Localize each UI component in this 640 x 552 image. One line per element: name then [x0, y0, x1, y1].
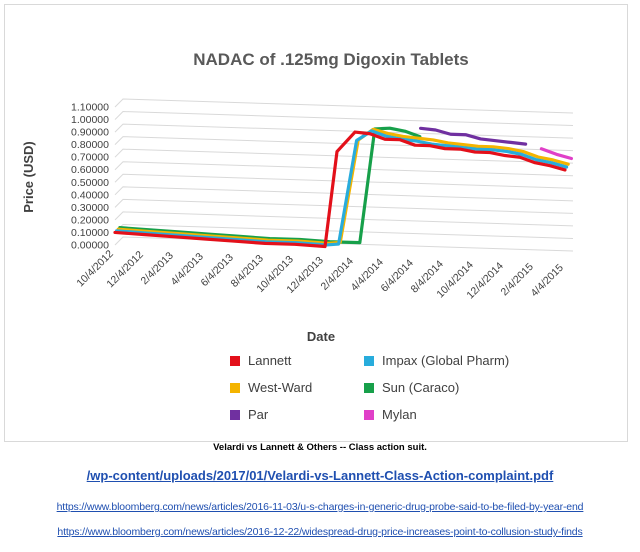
legend-swatch-par [230, 409, 240, 420]
y-tick-label: 0.40000 [71, 189, 109, 201]
y-tick-label: 1.00000 [71, 114, 109, 126]
legend-swatch-lannett [230, 355, 240, 366]
y-tick-label: 0.90000 [71, 127, 109, 139]
gridline [114, 236, 574, 252]
gridline [114, 98, 574, 114]
y-tick-label: 0.50000 [71, 177, 109, 189]
legend-swatch-impax [364, 355, 374, 366]
y-tick-label: 0.30000 [71, 202, 109, 214]
legend-item: Lannett [230, 352, 364, 369]
legend-item: Mylan [364, 406, 544, 423]
complaint-pdf-link[interactable]: /wp-content/uploads/2017/01/Velardi-vs-L… [86, 468, 554, 483]
legend: Lannett Impax (Global Pharm) West-Ward S… [230, 352, 550, 423]
legend-label: Impax (Global Pharm) [382, 353, 510, 368]
chart-title: NADAC of .125mg Digoxin Tablets [193, 50, 469, 69]
gridline [114, 173, 574, 189]
legend-label: Par [248, 407, 269, 422]
legend-item: West-Ward [230, 379, 364, 396]
bloomberg-link-1[interactable]: https://www.bloomberg.com/news/articles/… [56, 501, 584, 513]
x-axis-label: Date [307, 329, 335, 344]
legend-label: Sun (Caraco) [382, 380, 460, 395]
y-tick-label: 0.00000 [71, 240, 109, 252]
gridline [114, 123, 574, 139]
legend-item: Sun (Caraco) [364, 379, 544, 396]
x-tick-label: 4/4/2015 [529, 262, 566, 299]
legend-label: Lannett [248, 353, 292, 368]
gridline [114, 211, 574, 227]
legend-swatch-mylan [364, 409, 374, 420]
gridline [114, 111, 574, 127]
y-tick-label: 0.60000 [71, 164, 109, 176]
legend-item: Impax (Global Pharm) [364, 352, 544, 369]
y-tick-label: 0.70000 [71, 152, 109, 164]
y-tick-label: 0.20000 [71, 214, 109, 226]
legend-swatch-west-ward [230, 382, 240, 393]
gridline [114, 198, 574, 214]
series-line-par [419, 126, 528, 146]
chart-area: 0.00000 0.10000 0.20000 0.30000 0.40000 0.500… [4, 4, 628, 442]
legend-label: Mylan [382, 407, 417, 422]
series-line-mylan [539, 147, 574, 161]
caption: Velardi vs Lannett & Others -- Class act… [213, 442, 427, 453]
legend-swatch-sun [364, 382, 374, 393]
y-tick-label: 0.10000 [71, 227, 109, 239]
y-axis-label: Price (USD) [21, 141, 36, 213]
series-line-west-ward [116, 127, 570, 245]
series-line-impax-global-pharm [114, 129, 569, 247]
series-line-sun-caraco [118, 126, 422, 245]
gridline [114, 186, 574, 202]
chart-svg: 0.000000.100000.200000.300000.400000.500… [21, 50, 574, 344]
gridline [114, 148, 574, 164]
y-tick-label: 1.10000 [71, 102, 109, 114]
legend-label: West-Ward [248, 380, 313, 395]
legend-item: Par [230, 406, 364, 423]
gridline [114, 161, 574, 177]
series-line-lannett [113, 130, 567, 249]
y-tick-label: 0.80000 [71, 139, 109, 151]
bloomberg-link-2[interactable]: https://www.bloomberg.com/news/articles/… [57, 526, 583, 538]
